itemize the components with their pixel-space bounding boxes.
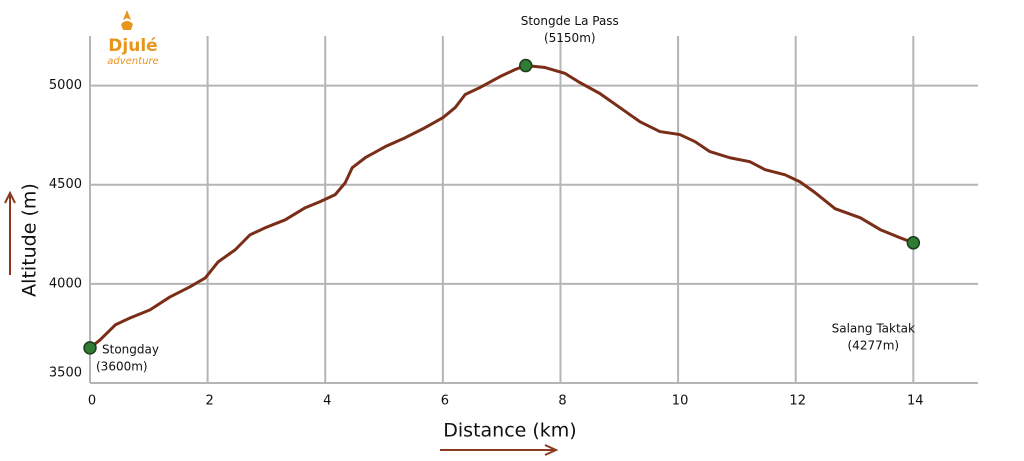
y-tick-label: 4000 (49, 276, 82, 291)
y-axis-title: Altitude (m) (19, 183, 41, 297)
x-tick-label: 14 (907, 394, 924, 409)
logo-tagline: adventure (107, 56, 158, 67)
y-axis-arrow (4, 190, 16, 275)
point-annotation: Stongde La Pass (521, 14, 619, 28)
x-axis-arrow (440, 444, 559, 456)
point-annotation: (3600m) (96, 359, 148, 373)
x-tick-label: 0 (88, 394, 96, 409)
x-axis-title: Distance (km) (443, 420, 576, 442)
logo-icon (121, 10, 133, 30)
x-tick-label: 2 (205, 394, 213, 409)
logo-name: Djulé (108, 36, 157, 56)
point-annotation: Salang Taktak (832, 321, 915, 335)
x-tick-label: 4 (323, 394, 331, 409)
y-tick-label: 4500 (49, 177, 82, 192)
profile-line (89, 64, 914, 350)
point-annotation: Stongday (102, 342, 159, 356)
x-tick-label: 10 (672, 394, 689, 409)
point-marker (83, 341, 97, 355)
point-marker (906, 236, 921, 250)
x-tick-label: 8 (558, 394, 566, 409)
x-tick-label: 6 (441, 394, 449, 409)
point-annotation: (4277m) (848, 338, 900, 352)
point-marker (519, 58, 533, 73)
x-tick-label: 12 (789, 394, 806, 409)
logo: Djulé adventure (107, 10, 159, 67)
y-tick-label: 5000 (49, 78, 82, 93)
y-tick-label: 3500 (49, 366, 82, 381)
point-annotation: (5150m) (544, 31, 596, 45)
